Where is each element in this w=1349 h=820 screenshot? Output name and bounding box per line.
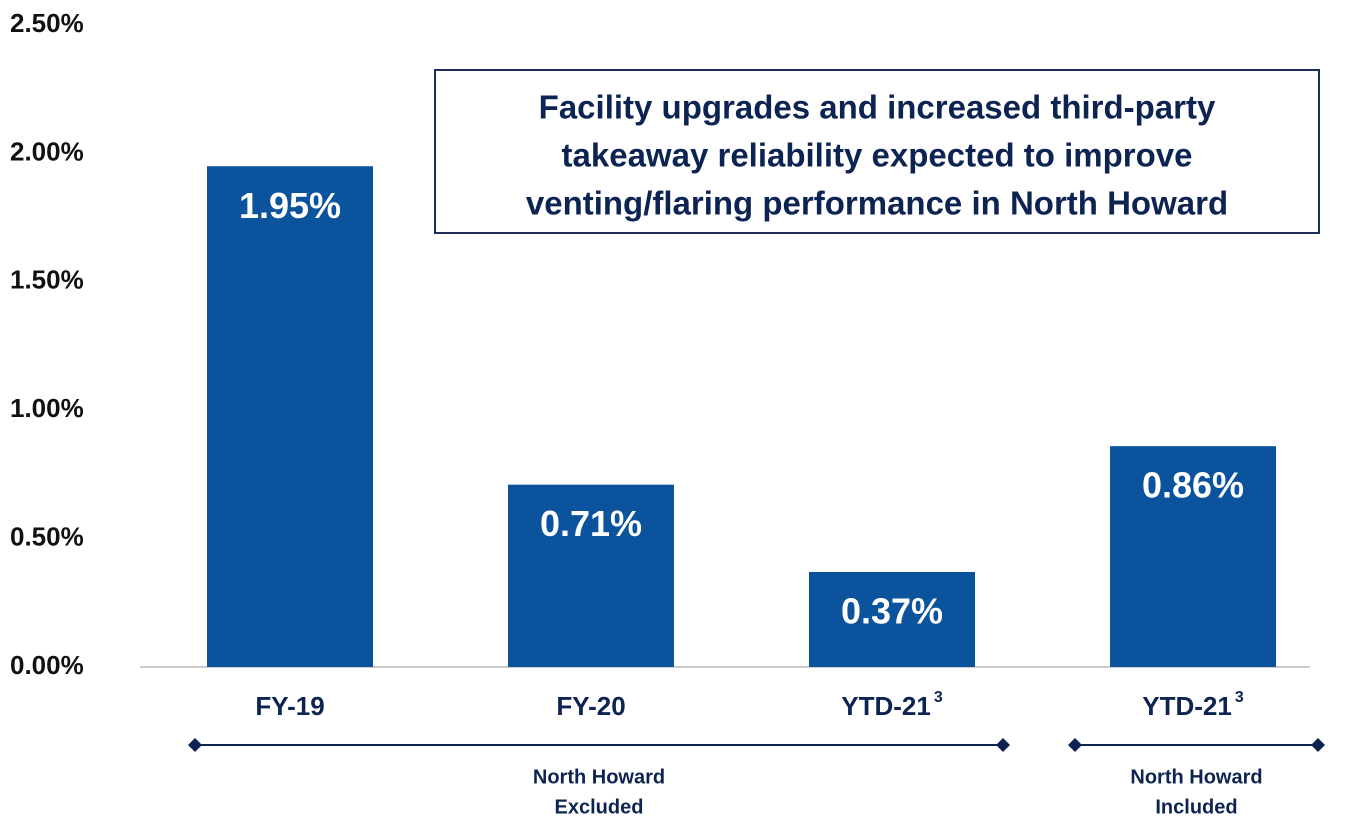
bar <box>207 166 373 668</box>
group-label: Excluded <box>555 796 644 818</box>
bracket-end <box>1068 738 1082 752</box>
category: FY-19 <box>255 691 324 721</box>
group-label: Included <box>1155 796 1237 818</box>
superscript: 3 <box>934 689 943 706</box>
superscript: 3 <box>1235 689 1244 706</box>
value-label: 0.37% <box>841 590 943 631</box>
value-label: 1.95% <box>239 185 341 226</box>
group-label: North Howard <box>1130 766 1262 788</box>
y-tick-label: 0.50% <box>10 521 84 551</box>
category: YTD-21 <box>1142 691 1232 721</box>
x-tick-label: YTD-21 3 <box>841 689 943 721</box>
y-tick-label: 2.00% <box>10 136 84 166</box>
category: YTD-21 <box>841 691 931 721</box>
bar <box>508 484 674 667</box>
y-tick-label: 2.50% <box>10 8 84 38</box>
y-tick-label: 0.00% <box>10 650 84 680</box>
bar <box>809 571 975 667</box>
y-tick-label: 1.00% <box>10 393 84 423</box>
group-label: North Howard <box>533 766 665 788</box>
category: FY-20 <box>556 691 625 721</box>
annotation-line: takeaway reliability expected to improve <box>562 137 1193 174</box>
x-tick-label: FY-19 <box>255 691 324 721</box>
x-tick-label: YTD-21 3 <box>1142 689 1244 721</box>
bracket-end <box>1311 738 1325 752</box>
bar <box>1110 446 1276 667</box>
annotation-box <box>434 69 1320 234</box>
value-label: 0.71% <box>540 503 642 544</box>
annotation-line: Facility upgrades and increased third-pa… <box>539 89 1216 126</box>
value-label: 0.86% <box>1142 465 1244 506</box>
x-tick-label: FY-20 <box>556 691 625 721</box>
bracket-end <box>996 738 1010 752</box>
bracket-end <box>188 738 202 752</box>
y-tick-label: 1.50% <box>10 265 84 295</box>
annotation-line: venting/flaring performance in North How… <box>526 185 1228 222</box>
